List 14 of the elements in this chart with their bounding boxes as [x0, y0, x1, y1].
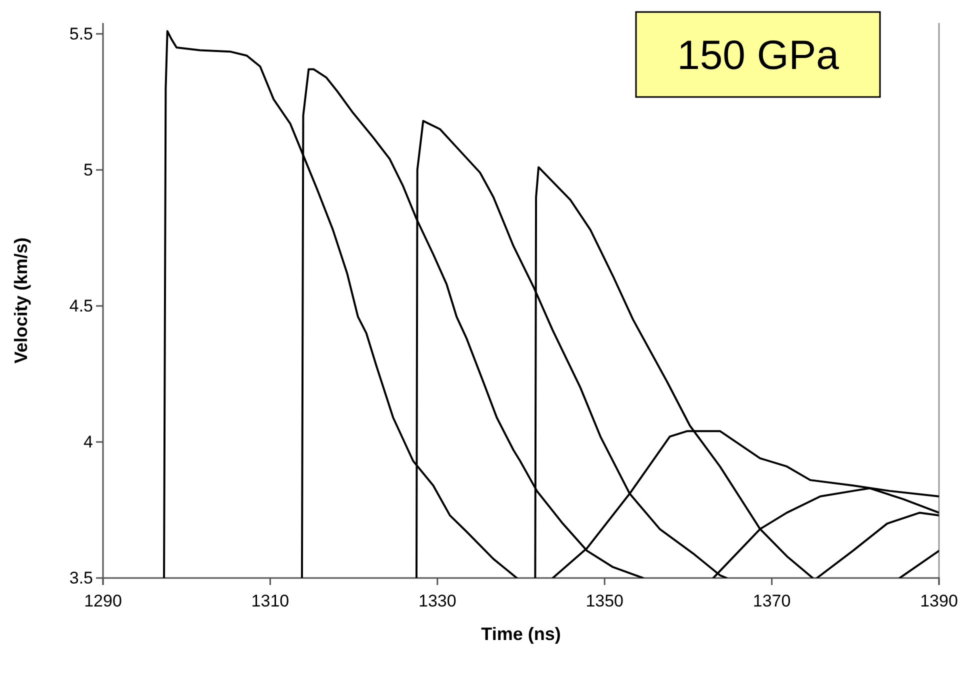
x-tick-label: 1370 [752, 592, 791, 611]
y-tick-label: 4.5 [69, 296, 93, 316]
x-tick-label: 1330 [418, 592, 456, 611]
annotation: 150 GPa [677, 32, 840, 78]
y-tick-label: 5.5 [69, 24, 93, 44]
y-tick-label: 4 [84, 432, 93, 452]
x-tick-label: 1310 [251, 592, 290, 611]
x-axis-title: Time (ns) [481, 624, 561, 644]
y-tick-label: 5 [84, 160, 93, 180]
y-axis-title: Velocity (km/s) [11, 237, 31, 364]
x-tick-label: 1350 [586, 592, 624, 611]
x-tick-label: 1290 [84, 592, 122, 611]
x-tick-label: 1390 [920, 592, 958, 611]
y-tick-label: 3.5 [69, 568, 93, 588]
